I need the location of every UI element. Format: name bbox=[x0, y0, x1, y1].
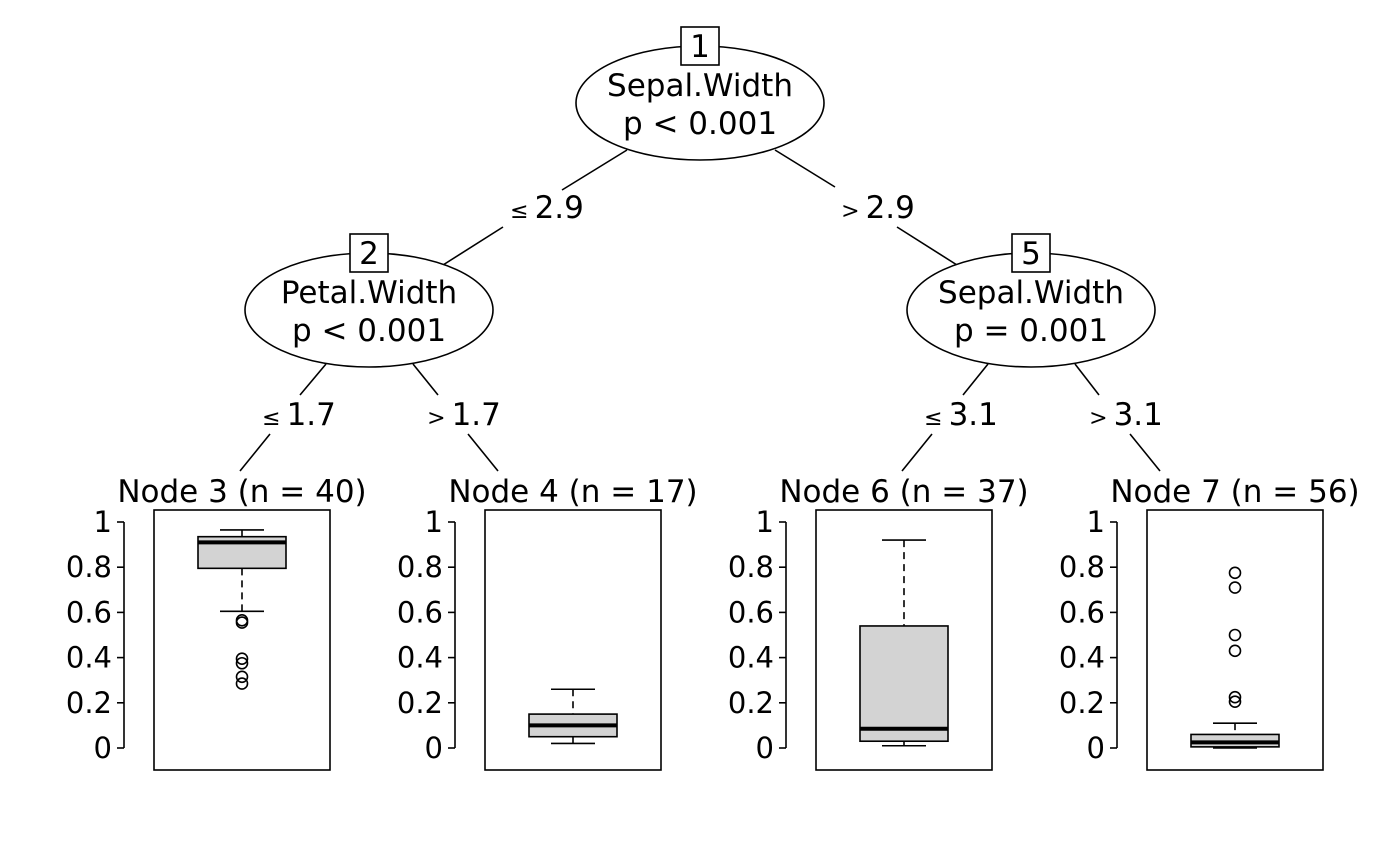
y-tick-label: 0.2 bbox=[728, 686, 774, 720]
y-axis-ticks: 0 0.2 0.4 0.6 0.8 1 bbox=[1059, 505, 1117, 765]
y-tick-label: 0 bbox=[94, 731, 112, 765]
inner-node-2: 2 Petal.Width p < 0.001 bbox=[244, 233, 494, 368]
p-value-label: p < 0.001 bbox=[623, 106, 777, 142]
edge-1-2-upper bbox=[561, 149, 628, 191]
outlier-point bbox=[235, 677, 249, 690]
node-id-label: 2 bbox=[359, 236, 379, 272]
y-tick-label: 0.2 bbox=[397, 686, 443, 720]
edge-label-5-7: >3.1 bbox=[1089, 397, 1163, 433]
edge-2-3-lower bbox=[239, 433, 271, 472]
y-tick-label: 0.4 bbox=[66, 641, 112, 675]
p-value-label: p < 0.001 bbox=[292, 313, 446, 349]
boxplot-frame bbox=[1146, 509, 1324, 771]
terminal-node-title: Node 4 (n = 17) bbox=[448, 474, 697, 510]
split-variable-label: Sepal.Width bbox=[607, 68, 793, 104]
y-tick-label: 0.2 bbox=[1059, 686, 1105, 720]
boxplot-frame bbox=[484, 509, 662, 771]
y-axis-ticks: 0 0.2 0.4 0.6 0.8 1 bbox=[66, 505, 124, 765]
y-tick-label: 0.6 bbox=[1059, 595, 1105, 629]
edge-label-1-2: ≤2.9 bbox=[510, 190, 584, 226]
y-tick-label: 1 bbox=[1087, 505, 1105, 539]
outlier-point bbox=[1228, 695, 1242, 708]
y-tick-label: 0.6 bbox=[397, 595, 443, 629]
node-id-label: 1 bbox=[690, 29, 710, 65]
boxplot bbox=[859, 539, 949, 747]
outlier-point bbox=[1228, 566, 1242, 580]
terminal-node-title: Node 3 (n = 40) bbox=[117, 474, 366, 510]
outlier-point bbox=[235, 670, 249, 684]
y-tick-label: 0.2 bbox=[66, 686, 112, 720]
edge-5-7-lower bbox=[1129, 433, 1161, 472]
y-tick-label: 0 bbox=[1087, 731, 1105, 765]
terminal-node-title: Node 6 (n = 37) bbox=[779, 474, 1028, 510]
node-id-box bbox=[1011, 233, 1051, 273]
y-tick-label: 0.8 bbox=[1059, 550, 1105, 584]
outlier-point bbox=[1228, 644, 1242, 658]
y-tick-label: 1 bbox=[756, 505, 774, 539]
p-value-label: p = 0.001 bbox=[954, 313, 1108, 349]
y-tick-label: 1 bbox=[94, 505, 112, 539]
terminal-node-title: Node 7 (n = 56) bbox=[1110, 474, 1359, 510]
edge-5-6-upper bbox=[962, 363, 989, 396]
boxplot bbox=[528, 688, 618, 745]
inner-node-5: 5 Sepal.Width p = 0.001 bbox=[906, 233, 1156, 368]
edge-labels: ≤2.9 >2.9 ≤1.7 >1.7 ≤3.1 >3.1 bbox=[262, 190, 1163, 433]
boxplot bbox=[1190, 566, 1280, 749]
node-id-box bbox=[680, 26, 720, 66]
boxplot-frame bbox=[815, 509, 993, 771]
edge-2-3-upper bbox=[299, 363, 327, 396]
edge-1-5-lower bbox=[896, 226, 958, 266]
y-tick-label: 0.4 bbox=[728, 641, 774, 675]
edge-label-2-4: >1.7 bbox=[427, 397, 501, 433]
split-variable-label: Petal.Width bbox=[281, 275, 457, 311]
edge-1-5-upper bbox=[774, 149, 836, 188]
y-tick-label: 0.8 bbox=[397, 550, 443, 584]
node-id-label: 5 bbox=[1021, 236, 1041, 272]
inner-node-1: 1 Sepal.Width p < 0.001 bbox=[575, 26, 825, 161]
y-tick-label: 0 bbox=[425, 731, 443, 765]
y-tick-label: 0.4 bbox=[397, 641, 443, 675]
outlier-point bbox=[235, 614, 249, 627]
terminal-node-4: Node 4 (n = 17) 0 0.2 0.4 0.6 0.8 1 bbox=[397, 474, 698, 771]
interquartile-box bbox=[859, 625, 949, 743]
boxplot bbox=[197, 529, 287, 690]
y-tick-label: 0.6 bbox=[728, 595, 774, 629]
y-tick-label: 0 bbox=[756, 731, 774, 765]
outlier-point bbox=[235, 656, 249, 670]
y-tick-label: 0.6 bbox=[66, 595, 112, 629]
edge-5-7-upper bbox=[1074, 363, 1100, 396]
terminal-node-7: Node 7 (n = 56) 0 0.2 0.4 0.6 0.8 1 bbox=[1059, 474, 1360, 771]
y-axis-ticks: 0 0.2 0.4 0.6 0.8 1 bbox=[397, 505, 455, 765]
edge-2-4-lower bbox=[467, 433, 499, 472]
y-tick-label: 1 bbox=[425, 505, 443, 539]
outlier-point bbox=[235, 652, 249, 666]
edge-label-1-5: >2.9 bbox=[841, 190, 915, 226]
boxplot-frame bbox=[153, 509, 331, 771]
y-tick-label: 0.8 bbox=[728, 550, 774, 584]
outlier-point bbox=[1228, 581, 1242, 594]
y-tick-label: 0.8 bbox=[66, 550, 112, 584]
y-axis-ticks: 0 0.2 0.4 0.6 0.8 1 bbox=[728, 505, 786, 765]
outlier-point bbox=[1228, 628, 1242, 642]
tree-edges bbox=[239, 149, 1161, 472]
edge-2-4-upper bbox=[412, 363, 439, 396]
y-tick-label: 0.4 bbox=[1059, 641, 1105, 675]
node-id-box bbox=[349, 233, 389, 273]
edge-label-5-6: ≤3.1 bbox=[924, 397, 998, 433]
edge-5-6-lower bbox=[901, 433, 933, 472]
terminal-node-3: Node 3 (n = 40) 0 0.2 0.4 0.6 0.8 1 bbox=[66, 474, 367, 771]
edge-1-2-lower bbox=[442, 226, 504, 266]
split-variable-label: Sepal.Width bbox=[938, 275, 1124, 311]
outlier-point bbox=[1228, 690, 1242, 704]
edge-label-2-3: ≤1.7 bbox=[262, 397, 336, 433]
terminal-node-6: Node 6 (n = 37) 0 0.2 0.4 0.6 0.8 1 bbox=[728, 474, 1029, 771]
